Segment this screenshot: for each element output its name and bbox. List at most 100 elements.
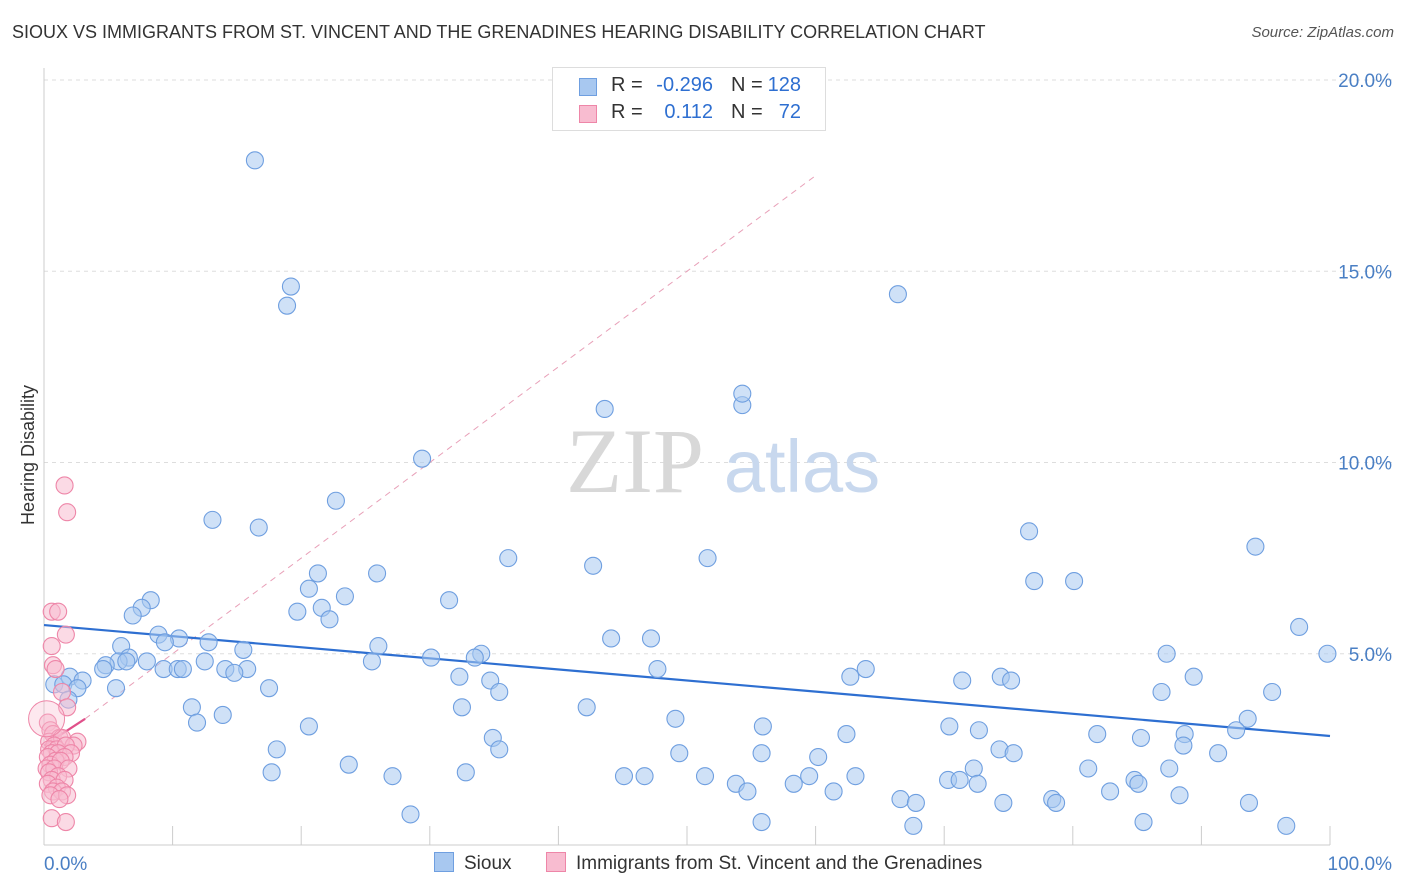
point-sioux (369, 637, 388, 656)
legend-label: Sioux (464, 853, 512, 874)
point-sioux (888, 285, 907, 304)
stats-swatch-sioux (579, 78, 597, 96)
point-sioux (1101, 782, 1120, 801)
stats-r-value: -0.296 (656, 74, 713, 96)
point-sioux (1020, 522, 1039, 541)
point-immigrants (50, 790, 69, 809)
point-sioux (281, 277, 300, 296)
point-sioux (584, 556, 603, 575)
point-sioux (1238, 709, 1257, 728)
point-sioux (1079, 759, 1098, 778)
point-sioux (1025, 572, 1044, 591)
point-sioux (602, 629, 621, 648)
point-sioux (1239, 793, 1259, 812)
y-tick-label: 10.0% (1338, 454, 1392, 475)
point-sioux (499, 549, 518, 568)
stats-row-immigrants: R = 0.112 N = 72 (553, 101, 825, 127)
point-sioux (950, 770, 969, 790)
point-sioux (440, 591, 459, 610)
watermark: ZIP atlas (566, 410, 880, 512)
point-sioux (225, 663, 244, 682)
point-sioux (422, 648, 441, 667)
point-sioux (465, 648, 484, 667)
point-sioux (1209, 744, 1228, 763)
point-sioux (698, 549, 717, 568)
legend: Sioux Immigrants from St. Vincent and th… (0, 852, 1406, 878)
point-sioux (752, 744, 771, 763)
point-sioux (259, 679, 279, 698)
point-sioux (450, 667, 469, 686)
point-sioux (1157, 644, 1176, 663)
data-points (28, 151, 1337, 835)
stats-n-label: N = (731, 74, 763, 96)
point-sioux (413, 449, 432, 468)
point-immigrants (56, 812, 75, 832)
point-sioux (953, 671, 972, 690)
y-axis-title: Hearing Disability (18, 385, 38, 525)
point-sioux (213, 705, 232, 725)
point-sioux (666, 709, 685, 728)
point-sioux (641, 629, 661, 648)
point-sioux (964, 759, 983, 778)
point-sioux (635, 767, 654, 786)
point-sioux (308, 564, 327, 583)
point-sioux (1129, 774, 1148, 793)
point-sioux (824, 782, 843, 801)
point-sioux (968, 774, 987, 793)
point-sioux (299, 717, 318, 736)
point-sioux (383, 767, 402, 786)
point-sioux (117, 652, 136, 671)
stats-r-label: R = (611, 74, 643, 96)
point-sioux (1152, 682, 1171, 702)
point-sioux (173, 659, 192, 679)
legend-swatch-immigrants (546, 852, 566, 872)
stats-row-sioux: R = -0.296 N = 128 (553, 74, 825, 100)
point-sioux (195, 652, 214, 671)
point-sioux (906, 793, 925, 812)
stats-r-value: 0.112 (664, 101, 713, 123)
point-sioux (452, 698, 472, 717)
point-sioux (278, 296, 297, 315)
legend-item-sioux[interactable]: Sioux (434, 852, 512, 875)
point-sioux (234, 640, 253, 659)
point-sioux (1088, 725, 1107, 744)
point-sioux (784, 774, 803, 793)
point-sioux (267, 740, 286, 759)
point-immigrants (55, 476, 74, 495)
stats-swatch-immigrants (579, 105, 597, 123)
point-sioux (1160, 759, 1179, 778)
point-sioux (733, 384, 752, 403)
point-sioux (1170, 786, 1189, 805)
tick-labels: 5.0% 10.0% 15.0% 20.0% 0.0% 100.0% (44, 71, 1392, 875)
legend-item-immigrants[interactable]: Immigrants from St. Vincent and the Gren… (546, 852, 982, 875)
point-immigrants (49, 602, 68, 621)
point-sioux (123, 606, 142, 625)
point-sioux (94, 659, 113, 679)
point-sioux (1227, 721, 1246, 740)
point-sioux (182, 698, 201, 717)
point-sioux (1134, 812, 1153, 832)
point-sioux (326, 491, 345, 510)
point-sioux (401, 805, 420, 824)
point-sioux (490, 740, 509, 759)
point-sioux (1002, 671, 1021, 690)
point-sioux (106, 679, 126, 698)
point-sioux (262, 763, 281, 782)
stats-n-value: 128 (767, 74, 801, 96)
point-sioux (994, 793, 1013, 812)
point-sioux (155, 633, 174, 652)
point-sioux (904, 816, 923, 835)
point-sioux (648, 659, 667, 679)
point-sioux (753, 717, 772, 736)
legend-swatch-sioux (434, 852, 454, 872)
point-sioux (614, 767, 634, 786)
chart-source: Source: ZipAtlas.com (1251, 24, 1394, 41)
trend-line-sioux (43, 623, 1331, 738)
point-sioux (187, 713, 207, 732)
point-sioux (1004, 744, 1023, 763)
point-sioux (335, 587, 354, 606)
trend-extension-immigrants (84, 175, 816, 720)
point-sioux (1290, 617, 1309, 637)
point-sioux (203, 510, 222, 529)
